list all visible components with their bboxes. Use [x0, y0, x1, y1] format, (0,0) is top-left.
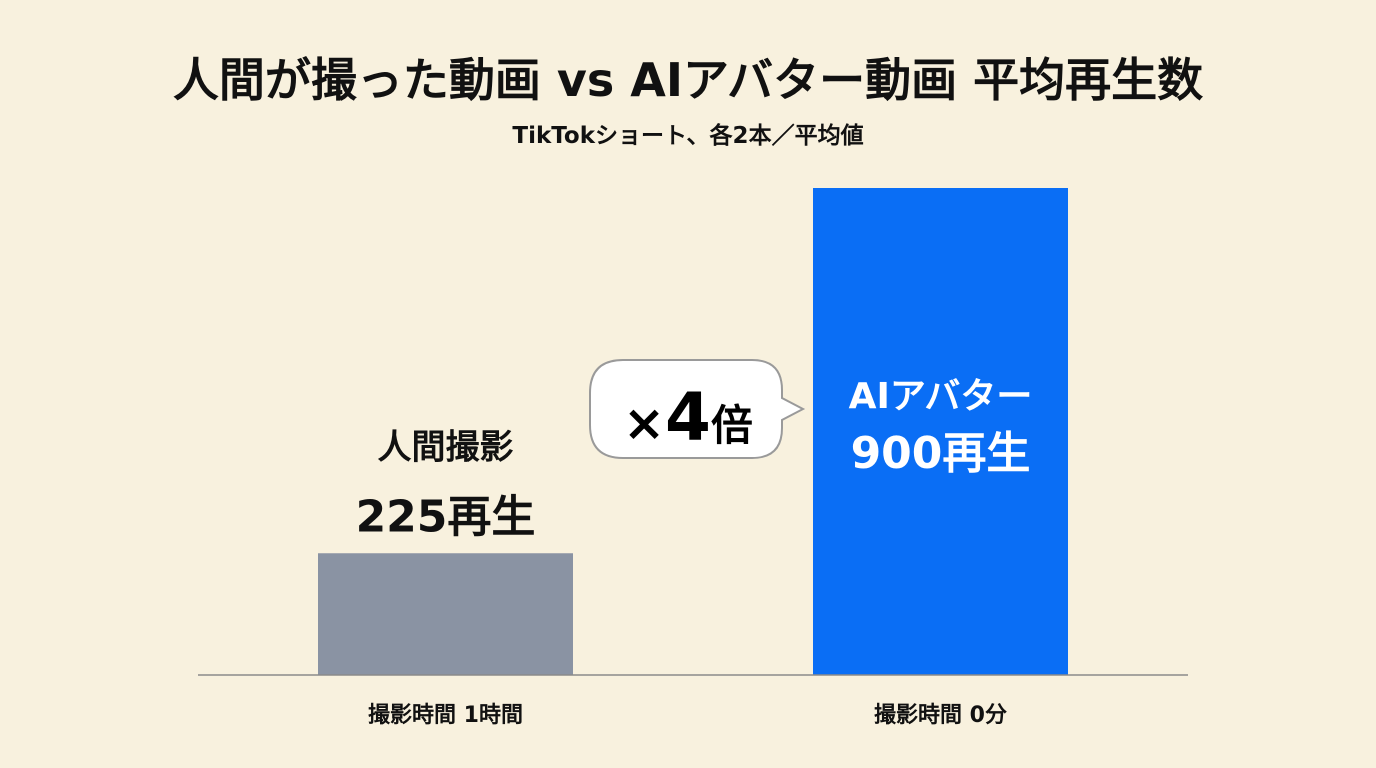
bar-human	[318, 553, 573, 675]
svg-text:×4倍: ×4倍	[623, 379, 753, 456]
callout-bubble	[589, 359, 806, 459]
bar-label-human-value: 225再生	[356, 491, 536, 542]
callout-prefix: ×	[623, 394, 665, 452]
x-tick-label: 撮影時間 0分	[874, 702, 1007, 728]
ratio-callout: ×4倍	[589, 359, 806, 459]
callout-suffix: 倍	[711, 401, 753, 450]
chart-subtitle: TikTokショート、各2本／平均値	[512, 123, 864, 149]
bar-label-ai-value: 900再生	[851, 428, 1031, 479]
bar-label-human-name: 人間撮影	[378, 427, 514, 467]
bar-ai-avatar	[813, 188, 1068, 675]
x-tick-label: 撮影時間 1時間	[368, 702, 523, 728]
callout-number: 4	[665, 379, 711, 456]
chart-title: 人間が撮った動画 vs AIアバター動画 平均再生数	[172, 53, 1204, 107]
bar-label-ai-name: AIアバター	[849, 376, 1033, 417]
